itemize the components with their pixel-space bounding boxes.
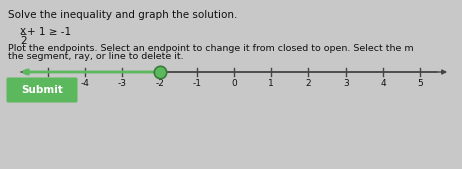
Text: Plot the endpoints. Select an endpoint to change it from closed to open. Select : Plot the endpoints. Select an endpoint t… xyxy=(8,44,413,53)
Text: 5: 5 xyxy=(417,79,423,88)
Text: Solve the inequality and graph the solution.: Solve the inequality and graph the solut… xyxy=(8,10,237,20)
Text: -5: -5 xyxy=(43,79,52,88)
Text: 1: 1 xyxy=(268,79,274,88)
Text: -4: -4 xyxy=(80,79,90,88)
FancyBboxPatch shape xyxy=(6,78,78,103)
Text: -3: -3 xyxy=(118,79,127,88)
Text: ─: ─ xyxy=(20,31,25,40)
Text: 3: 3 xyxy=(343,79,349,88)
Text: + 1 ≥ -1: + 1 ≥ -1 xyxy=(27,27,71,37)
Text: -2: -2 xyxy=(155,79,164,88)
Text: 2: 2 xyxy=(20,36,27,46)
Text: 2: 2 xyxy=(306,79,311,88)
Point xyxy=(156,71,163,73)
Text: x: x xyxy=(20,26,26,36)
Text: Submit: Submit xyxy=(21,85,63,95)
Text: -1: -1 xyxy=(192,79,201,88)
Text: 0: 0 xyxy=(231,79,237,88)
Text: the segment, ray, or line to delete it.: the segment, ray, or line to delete it. xyxy=(8,52,183,61)
Text: 4: 4 xyxy=(380,79,386,88)
